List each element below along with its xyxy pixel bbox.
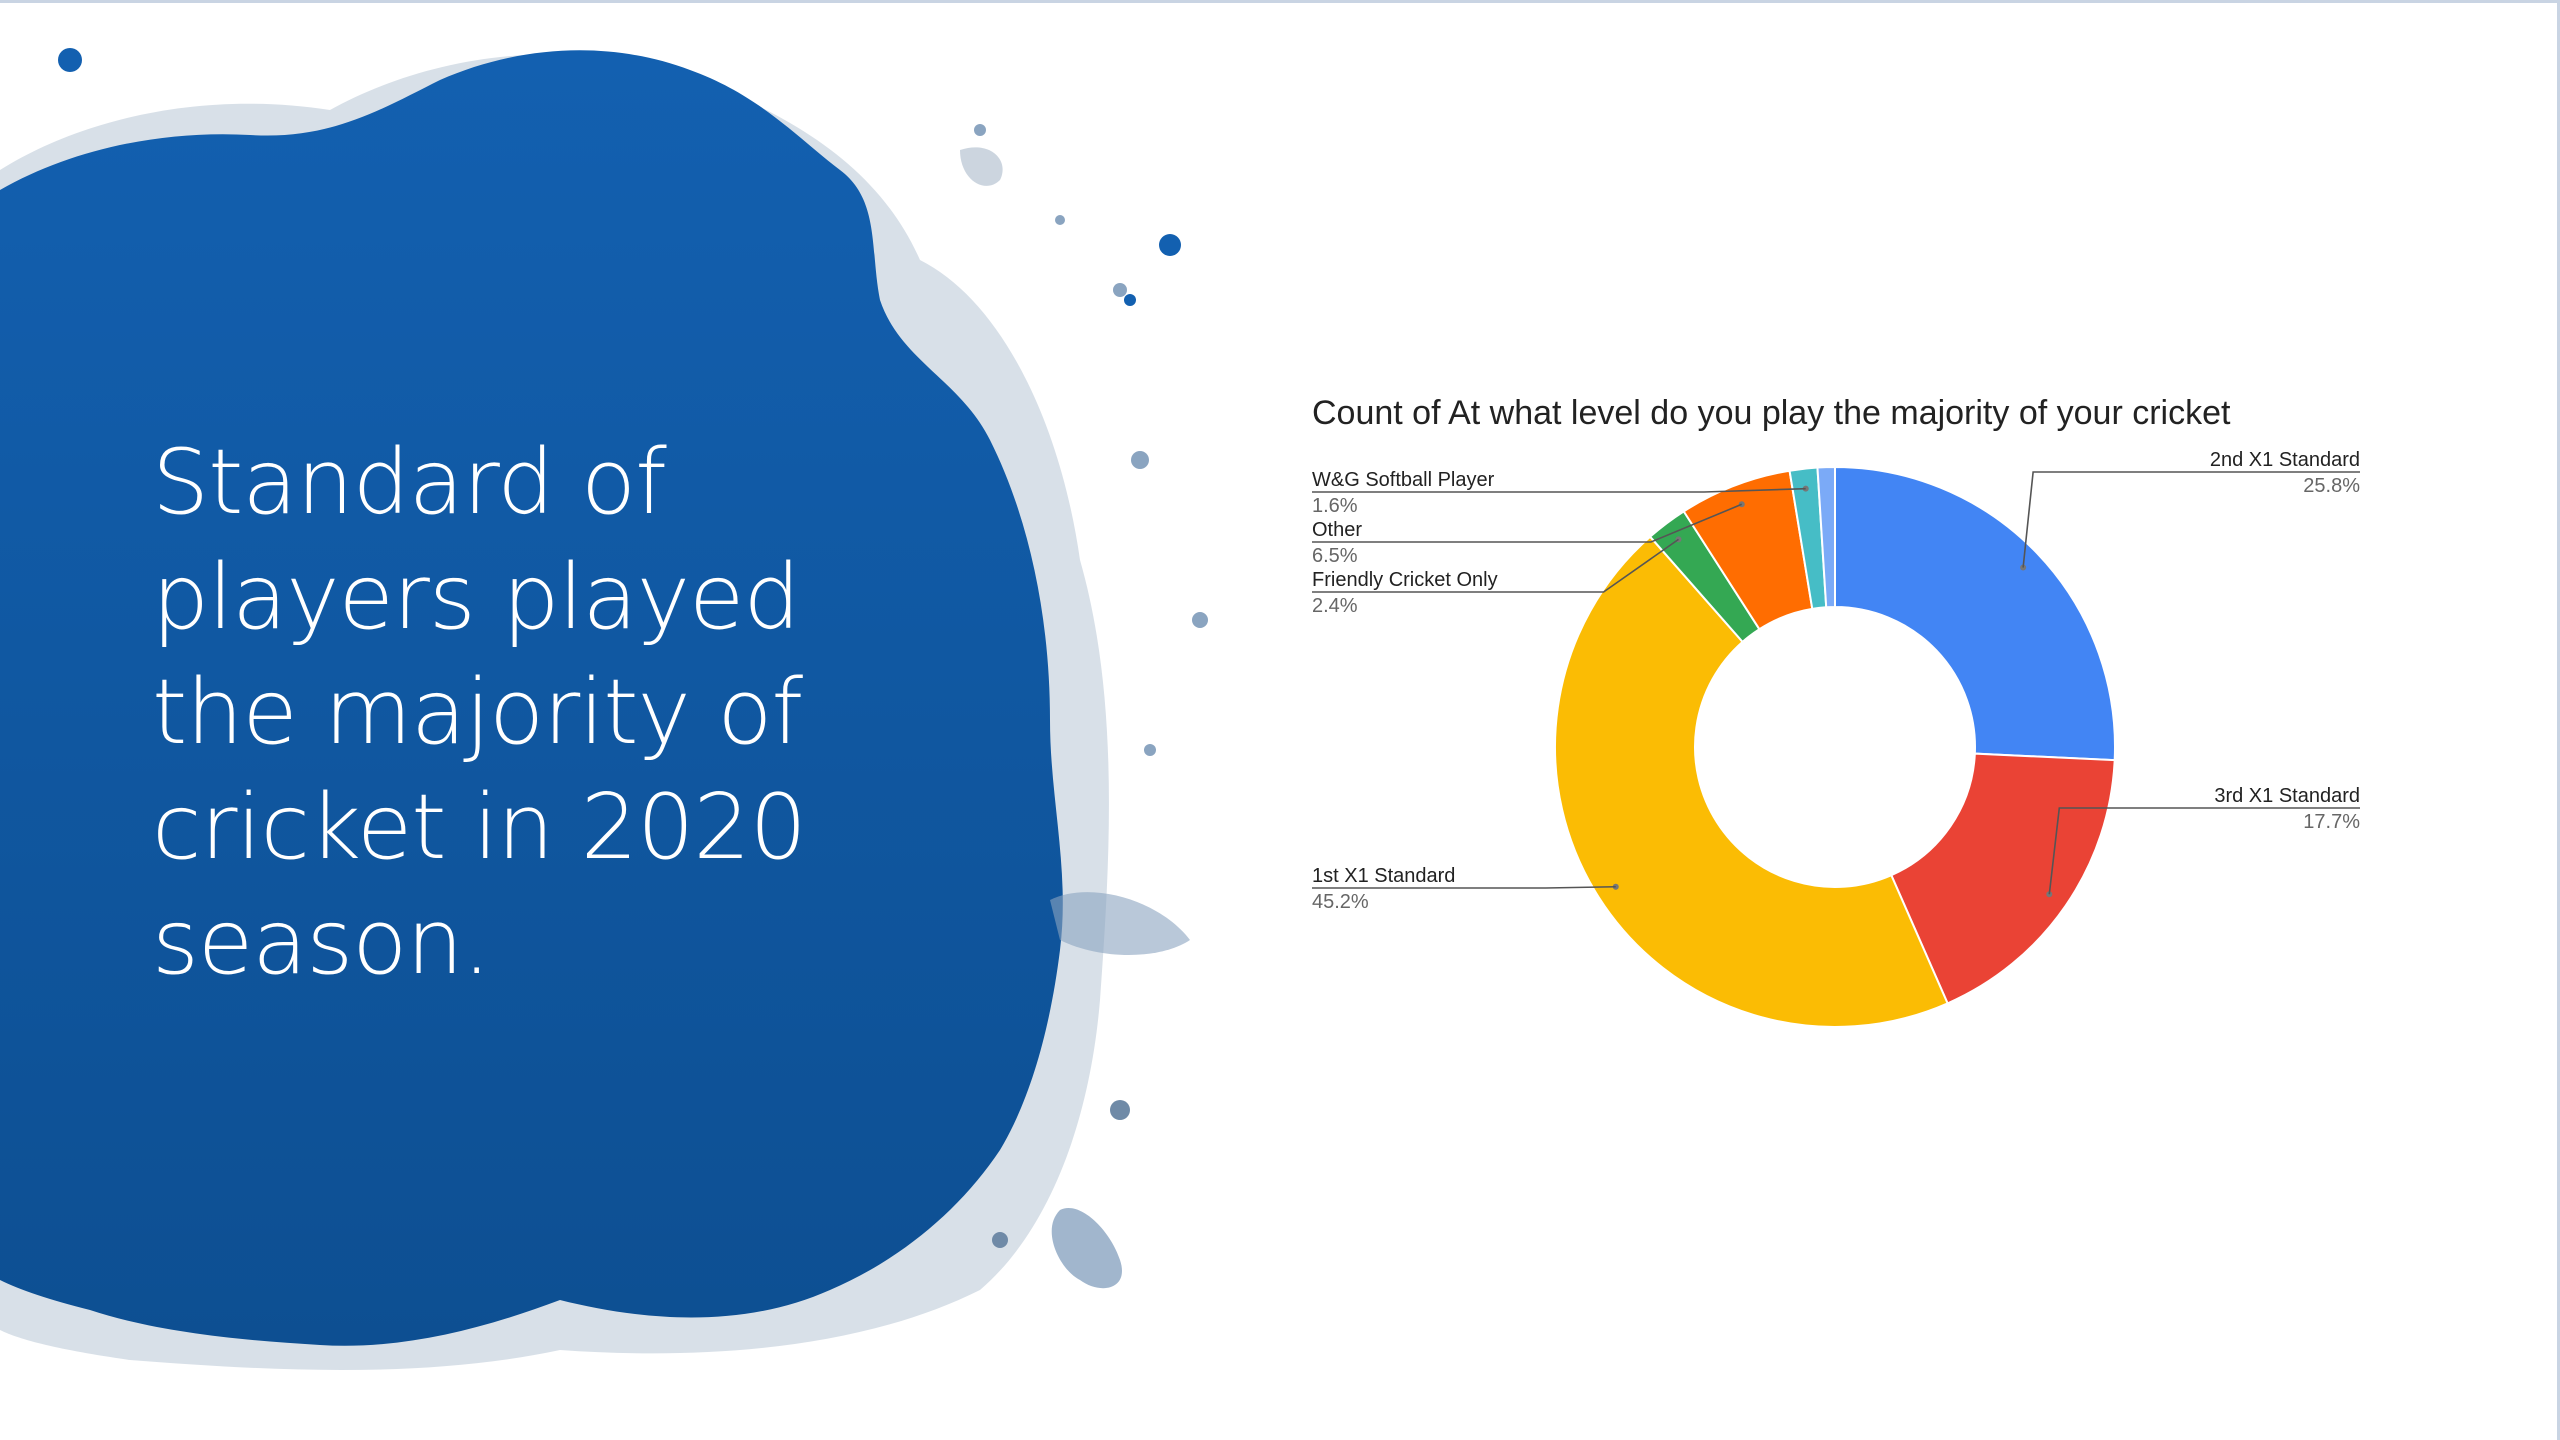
value-label-friendly-cricket-only: 2.4% [1312, 595, 1358, 617]
leader-line-other [1312, 503, 1743, 543]
slice-1st-x1-standard [1554, 535, 1949, 1028]
slide-right-border [2557, 0, 2560, 1440]
leader-line-2nd-x1-standard [2022, 471, 2360, 568]
slide-title: Standard of players played the majority … [152, 430, 807, 995]
value-label-1st-x1-standard: 45.2% [1312, 891, 1369, 913]
paint-splash-shape [0, 48, 1208, 1371]
value-label-other: 6.5% [1312, 545, 1358, 567]
label-friendly-cricket-only: Friendly Cricket Only [1312, 569, 1498, 591]
chart-title: Count of At what level do you play the m… [1312, 394, 2231, 432]
leader-dot-1st-x1-standard [1612, 883, 1619, 890]
chart-leader-lines [1312, 471, 2360, 898]
leader-dot-other [1738, 501, 1745, 508]
value-label-2nd-x1-standard: 25.8% [2303, 475, 2360, 497]
label-1st-x1-standard: 1st X1 Standard [1312, 865, 1455, 887]
slice-unlabeled [1816, 465, 1836, 609]
slice-2nd-x1-standard [1834, 465, 2116, 762]
leader-line-w-g-softball-player [1312, 487, 1806, 493]
label-w-g-softball-player: W&G Softball Player [1312, 469, 1495, 491]
chart-slices [1554, 465, 2116, 1028]
chart-labels: 2nd X1 Standard 25.8% 3rd X1 Standard 17.7%… [1312, 449, 2360, 913]
donut-chart: Count of At what level do you play the m… [1312, 394, 2360, 1028]
leader-line-friendly-cricket-only [1312, 538, 1679, 593]
value-label-w-g-softball-player: 1.6% [1312, 495, 1358, 517]
leader-line-3rd-x1-standard [2048, 807, 2360, 895]
slide-top-border [0, 0, 2560, 3]
value-label-3rd-x1-standard: 17.7% [2303, 811, 2360, 833]
leader-line-1st-x1-standard [1312, 885, 1616, 889]
paint-splash-background [0, 48, 1208, 1371]
label-3rd-x1-standard: 3rd X1 Standard [2214, 785, 2360, 807]
label-other: Other [1312, 519, 1362, 541]
label-2nd-x1-standard: 2nd X1 Standard [2210, 449, 2360, 471]
